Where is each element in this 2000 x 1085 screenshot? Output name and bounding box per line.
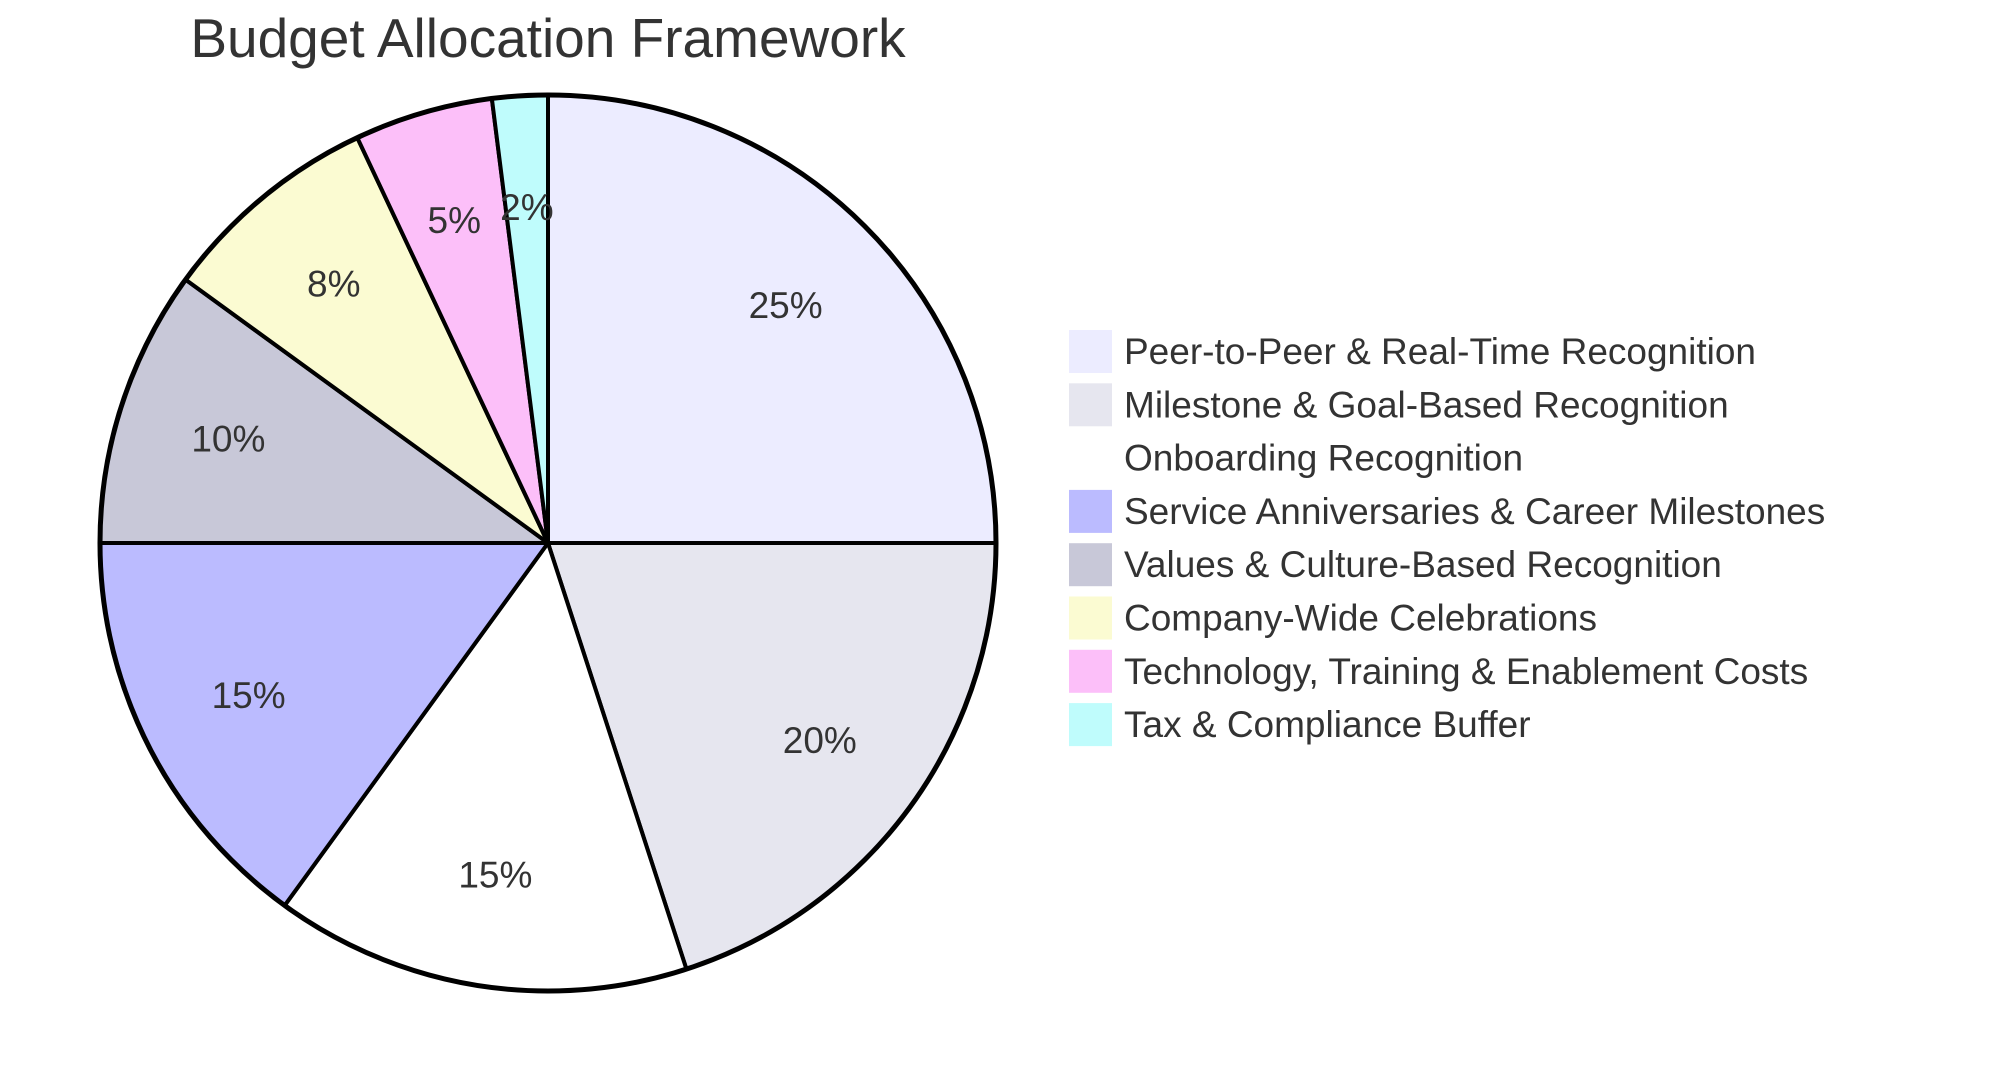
legend-item: Values & Culture-Based Recognition (1069, 543, 1722, 587)
legend-label: Values & Culture-Based Recognition (1124, 544, 1722, 585)
legend-item: Technology, Training & Enablement Costs (1069, 649, 1808, 693)
legend-swatch (1069, 649, 1112, 693)
slice-percent-label: 5% (428, 200, 481, 241)
legend-item: Service Anniversaries & Career Milestone… (1069, 489, 1825, 533)
legend-label: Tax & Compliance Buffer (1124, 704, 1531, 745)
slice-percent-label: 2% (500, 187, 553, 228)
pie-slice-labels: 25% 20% 15% 15% 10% 8% 5% 2% (191, 187, 856, 895)
slice-percent-label: 8% (307, 264, 360, 305)
pie-outline (97, 92, 999, 994)
slice-percent-label: 15% (458, 854, 532, 895)
legend-item: Milestone & Goal-Based Recognition (1069, 383, 1729, 427)
legend-label: Onboarding Recognition (1124, 438, 1523, 479)
slice-percent-label: 20% (783, 720, 857, 761)
legend-swatch (1069, 383, 1112, 427)
legend-swatch (1069, 703, 1112, 747)
legend-item: Company-Wide Celebrations (1069, 596, 1597, 640)
legend-label: Technology, Training & Enablement Costs (1124, 651, 1808, 692)
legend-label: Service Anniversaries & Career Milestone… (1124, 491, 1825, 532)
legend-label: Milestone & Goal-Based Recognition (1124, 384, 1729, 425)
legend-swatch (1069, 330, 1112, 373)
legend-label: Company-Wide Celebrations (1124, 598, 1597, 639)
pie-slices (98, 93, 998, 993)
legend-label: Peer-to-Peer & Real-Time Recognition (1124, 331, 1756, 372)
chart-title: Budget Allocation Framework (190, 7, 906, 69)
legend-swatch (1069, 436, 1112, 480)
slice-percent-label: 10% (191, 419, 265, 460)
legend-swatch (1069, 543, 1112, 587)
legend-swatch (1069, 489, 1112, 533)
legend-item: Peer-to-Peer & Real-Time Recognition (1069, 330, 1756, 373)
slice-percent-label: 25% (749, 285, 823, 326)
slice-percent-label: 15% (212, 675, 286, 716)
legend-swatch (1069, 596, 1112, 640)
legend-item: Onboarding Recognition (1069, 436, 1523, 480)
legend: Peer-to-Peer & Real-Time Recognition Mile… (1069, 330, 1825, 747)
legend-item: Tax & Compliance Buffer (1069, 703, 1531, 747)
